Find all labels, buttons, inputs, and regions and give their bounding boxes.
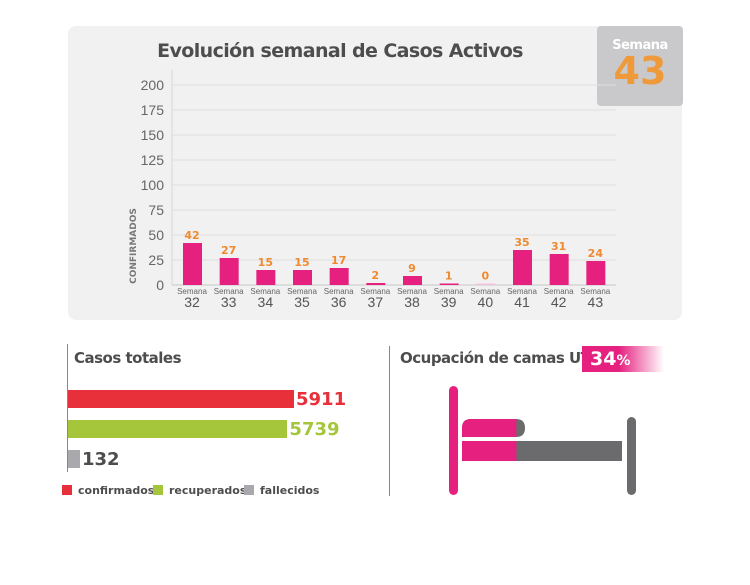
fallecidos-bar — [68, 450, 80, 468]
x-tick-prefix: Semana — [287, 287, 317, 296]
y-tick-label: 50 — [148, 227, 164, 243]
y-tick-label: 150 — [141, 127, 165, 143]
x-tick-prefix: Semana — [214, 287, 244, 296]
bed-pillow-occupied — [462, 419, 517, 437]
bar — [183, 243, 202, 285]
data-label: 2 — [372, 269, 380, 282]
camas-title: Ocupación de camas UTI — [400, 349, 596, 367]
x-tick-prefix: Semana — [434, 287, 464, 296]
x-tick-label: 40 — [478, 294, 494, 310]
legend-confirmados: confirmados — [62, 484, 154, 497]
section-divider — [389, 346, 390, 496]
data-label: 15 — [294, 256, 309, 269]
bar — [329, 268, 349, 285]
data-label: 24 — [588, 247, 604, 260]
x-tick-label: 34 — [258, 294, 274, 310]
x-tick-prefix: Semana — [397, 287, 427, 296]
legend-label-confirmados: confirmados — [78, 484, 155, 497]
chart-title: Evolución semanal de Casos Activos — [157, 40, 523, 62]
x-tick-label: 42 — [551, 294, 567, 310]
y-tick-label: 125 — [141, 152, 165, 168]
y-tick-label: 175 — [141, 102, 165, 118]
confirmados-bar — [68, 390, 294, 408]
x-tick-prefix: Semana — [580, 287, 610, 296]
occupancy-badge: 34% — [582, 346, 664, 372]
x-tick-prefix: Semana — [360, 287, 390, 296]
recuperados-value: 5739 — [289, 419, 340, 440]
x-tick-prefix: Semana — [470, 287, 500, 296]
bed-pillow — [462, 419, 525, 437]
x-tick-prefix: Semana — [177, 287, 207, 296]
bar — [256, 270, 276, 285]
data-label: 42 — [184, 229, 199, 242]
percent-sign: % — [616, 353, 631, 369]
y-tick-label: 25 — [148, 252, 164, 268]
y-tick-label: 75 — [148, 202, 164, 218]
y-tick-label: 0 — [156, 277, 164, 293]
bar — [403, 276, 422, 285]
legend-fallecidos: fallecidos — [244, 484, 319, 497]
data-label: 27 — [221, 244, 236, 257]
bar — [549, 254, 569, 285]
week-badge-number: 43 — [613, 49, 667, 93]
data-label: 1 — [445, 270, 453, 283]
confirmados-value: 5911 — [296, 389, 347, 410]
x-tick-label: 43 — [588, 294, 604, 310]
bed-mattress — [462, 441, 622, 461]
x-tick-label: 35 — [294, 294, 310, 310]
bar — [219, 258, 239, 285]
legend-recuperados: recuperados — [153, 484, 246, 497]
legend-swatch-confirmados — [62, 485, 72, 495]
week-badge: Semana 43 — [597, 26, 683, 106]
x-tick-prefix: Semana — [544, 287, 574, 296]
x-tick-prefix: Semana — [507, 287, 537, 296]
legend-swatch-recuperados — [153, 485, 163, 495]
x-tick-label: 37 — [368, 294, 384, 310]
data-label: 17 — [331, 254, 346, 267]
occupancy-percent: 34 — [590, 348, 617, 370]
data-label: 0 — [482, 270, 490, 283]
data-label: 15 — [258, 256, 273, 269]
data-label: 9 — [408, 262, 416, 275]
legend-label-recuperados: recuperados — [169, 484, 247, 497]
y-axis-label: CONFIRMADOS — [129, 208, 139, 284]
fallecidos-value: 132 — [82, 449, 120, 470]
bar — [513, 250, 532, 285]
legend-swatch-fallecidos — [244, 485, 254, 495]
bed-footboard — [627, 417, 636, 495]
legend-label-fallecidos: fallecidos — [260, 484, 320, 497]
bar — [293, 270, 312, 285]
bar — [476, 283, 496, 285]
totales-axis — [67, 344, 68, 472]
data-label: 31 — [551, 240, 566, 253]
y-tick-label: 100 — [141, 177, 165, 193]
bed-headboard — [449, 386, 458, 495]
x-tick-label: 38 — [404, 294, 420, 310]
x-tick-label: 39 — [441, 294, 457, 310]
chart-panel — [68, 26, 682, 320]
bed-mattress-occupied — [462, 441, 517, 461]
x-tick-label: 33 — [221, 294, 237, 310]
totales-title: Casos totales — [74, 349, 182, 367]
recuperados-bar — [68, 420, 288, 438]
week-badge-label: Semana — [612, 38, 668, 53]
x-tick-prefix: Semana — [250, 287, 280, 296]
data-label: 35 — [514, 236, 529, 249]
x-tick-prefix: Semana — [324, 287, 354, 296]
y-tick-label: 200 — [141, 77, 165, 93]
x-tick-label: 41 — [514, 294, 530, 310]
x-tick-label: 36 — [331, 294, 347, 310]
x-tick-label: 32 — [184, 294, 200, 310]
bar — [366, 283, 386, 285]
bar — [439, 283, 459, 285]
bar — [586, 261, 606, 285]
